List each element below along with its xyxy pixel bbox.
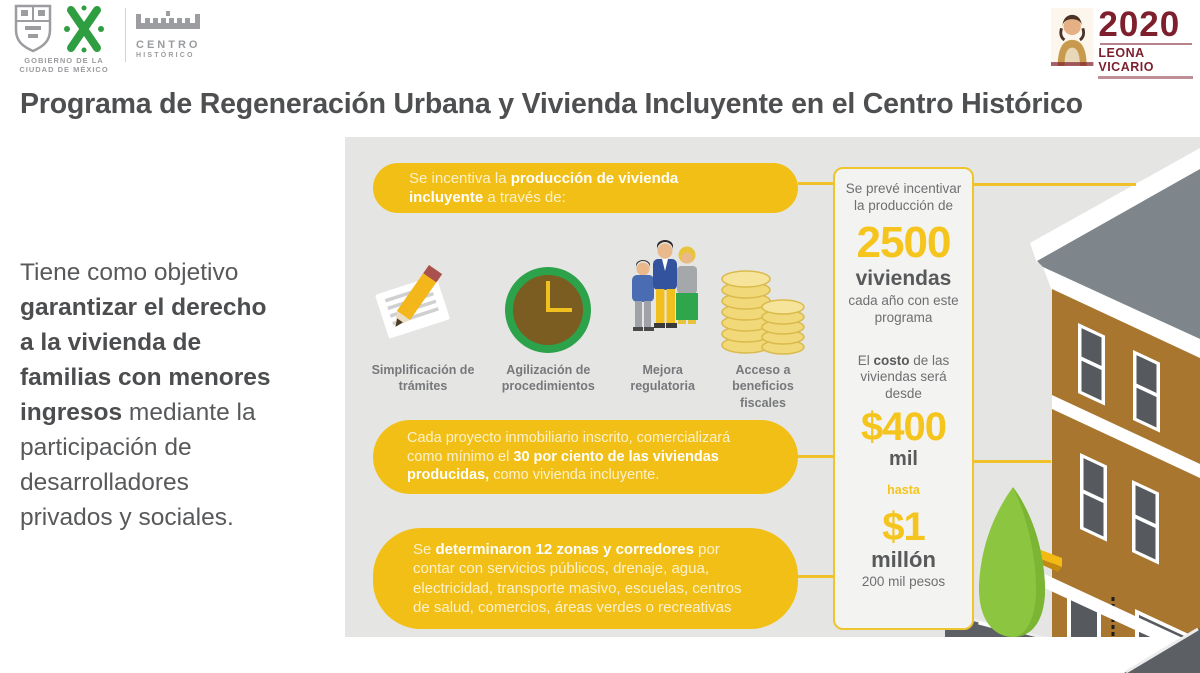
- intro-line: desarrolladores: [20, 469, 189, 496]
- stat-per-year: cada año con este programa: [848, 292, 959, 325]
- intro-line: garantizar el derecho: [20, 294, 267, 321]
- pillar-label: Acceso a beneficios fiscales: [732, 363, 794, 410]
- pillar-mejora: Mejora regulatoria: [618, 235, 708, 411]
- centro-wall-icon: [136, 11, 200, 29]
- logo-subtitle-bar: [1098, 76, 1194, 80]
- intro-line: privados y sociales.: [20, 504, 234, 531]
- family-icon: [631, 240, 698, 331]
- stat-price-from-unit: mil: [889, 448, 918, 471]
- leona-vicario-portrait-icon: [1050, 8, 1094, 66]
- stat-produce-intro: Se prevé incentivar la producción de: [845, 181, 962, 213]
- historico-label: HISTÓRICO: [136, 52, 195, 59]
- pillar-agilizacion: Agilización de procedimientos: [488, 235, 608, 411]
- connector-line: [798, 182, 833, 185]
- infographic-panel: Se incentiva la producción de vivienda i…: [345, 137, 1200, 637]
- connector-line: [974, 183, 1136, 186]
- stat-price-from: $400: [861, 405, 947, 450]
- year-2020: 2020: [1098, 5, 1181, 44]
- banner-zonas: Se determinaron 12 zonas y corredores po…: [373, 528, 798, 629]
- intro-line: a la vivienda de: [20, 329, 202, 356]
- intro-line: Tiene como objetivo: [20, 259, 239, 286]
- centro-historico-logo: CENTRO HISTÓRICO: [136, 4, 200, 59]
- clock-icon: [505, 267, 592, 353]
- stat-price-to: $1: [882, 505, 925, 550]
- banner-production: Se incentiva la producción de vivienda i…: [373, 163, 798, 213]
- coins-icon: [721, 270, 805, 355]
- intro-paragraph: Tiene como objetivo garantizar el derech…: [20, 255, 335, 535]
- stat-price-to-rest: 200 mil pesos: [861, 574, 946, 590]
- pillar-label: Mejora regulatoria: [630, 363, 695, 394]
- pillar-beneficios: Acceso a beneficios fiscales: [717, 235, 809, 411]
- pillars-row: Simplificación de trámites Agilización d…: [367, 235, 809, 411]
- pillar-label: Agilización de procedimientos: [501, 363, 595, 394]
- stat-cost-intro: El costo de las viviendas será desde: [857, 352, 950, 402]
- stats-column: Se prevé incentivar la producción de 250…: [833, 167, 974, 630]
- building-illustration: [945, 148, 1200, 637]
- stat-price-to-unit: millón: [871, 547, 936, 573]
- document-pencil-icon: [375, 265, 450, 339]
- intro-line: familias con menores: [20, 364, 271, 391]
- centro-label: CENTRO: [136, 39, 201, 51]
- pillar-simplificacion: Simplificación de trámites: [367, 235, 479, 411]
- stat-viviendas: viviendas: [855, 266, 952, 290]
- banner-30-percent: Cada proyecto inmobiliario inscrito, com…: [373, 420, 798, 494]
- intro-line: ingresos mediante la: [20, 399, 256, 426]
- logo-rule: [1100, 43, 1193, 46]
- connector-line: [798, 575, 833, 578]
- pillar-label: Simplificación de trámites: [371, 363, 475, 394]
- gobierno-cdmx-name: GOBIERNO DE LA CIUDAD DE MÉXICO: [19, 56, 109, 75]
- leona-vicario-name: LEONA VICARIO: [1098, 46, 1154, 75]
- stat-2500: 2500: [856, 217, 952, 267]
- header-divider: [125, 8, 126, 62]
- connector-line: [798, 455, 833, 458]
- cdmx-shield-icon: [14, 4, 52, 53]
- stat-hasta: hasta: [887, 483, 920, 498]
- page-header-left: GOBIERNO DE LA CIUDAD DE MÉXICO CENTRO H…: [13, 4, 200, 75]
- intro-line: participación de: [20, 434, 192, 461]
- street-corner: [1124, 628, 1200, 673]
- connector-line: [974, 460, 1051, 463]
- gobierno-cdmx-logo: GOBIERNO DE LA CIUDAD DE MÉXICO: [13, 4, 115, 75]
- cdmx-x-logo-icon: [64, 5, 104, 53]
- page-title: Programa de Regeneración Urbana y Vivien…: [20, 88, 1083, 120]
- leona-vicario-2020-logo: 2020 LEONA VICARIO: [1050, 5, 1200, 80]
